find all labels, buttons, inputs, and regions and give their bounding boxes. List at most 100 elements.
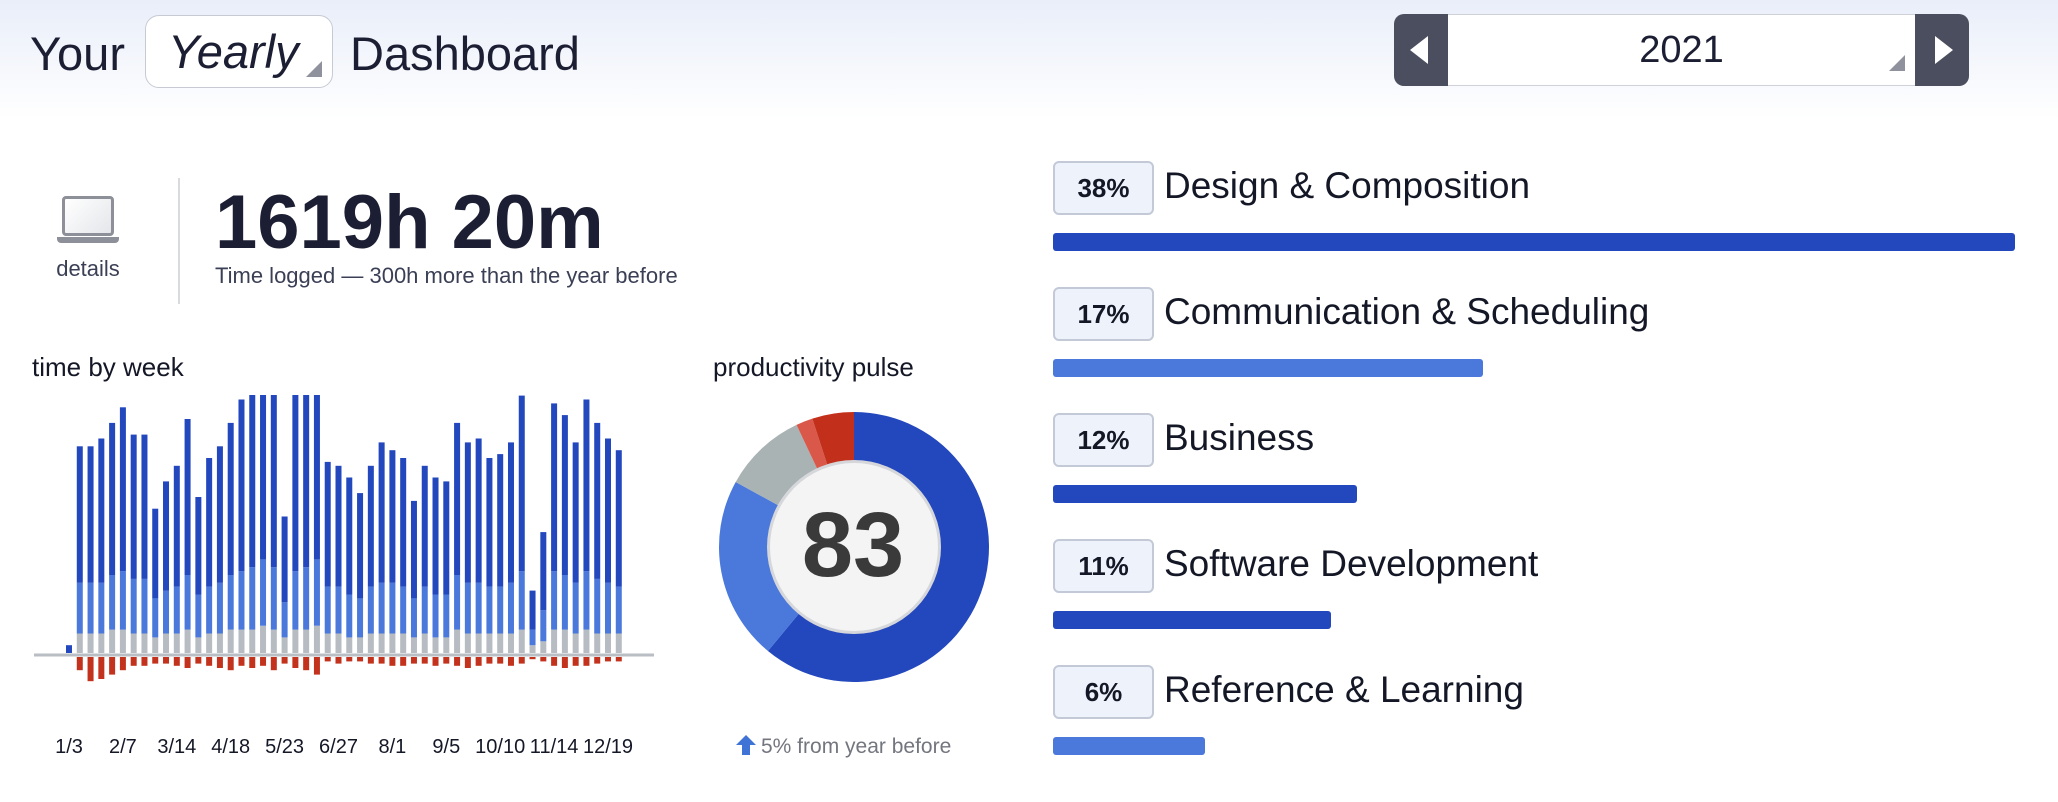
bar-segment-very-productive — [281, 516, 288, 603]
category-name: Reference & Learning — [1164, 669, 1524, 710]
bar-segment-productive — [594, 578, 601, 634]
bar-segment-distracting — [400, 657, 407, 666]
bar-segment-distracting — [335, 657, 342, 664]
bar-segment-neutral — [292, 629, 299, 653]
bar-segment-distracting — [432, 657, 439, 666]
bar-segment-very-productive — [335, 465, 342, 587]
category-row[interactable]: 6% Reference & Learning — [1053, 665, 2015, 775]
category-row[interactable]: 38% Design & Composition — [1053, 161, 2015, 271]
bar-segment-distracting — [378, 657, 385, 664]
week-tick-label: 6/27 — [319, 736, 358, 758]
year-navigator: 2021 — [1394, 14, 1969, 86]
bar-segment-productive — [292, 571, 299, 630]
bar-segment-neutral — [109, 629, 116, 653]
bar-segment-distracting — [497, 657, 504, 664]
previous-year-button[interactable] — [1394, 14, 1448, 86]
bar-segment-distracting — [76, 657, 83, 671]
bar-segment-productive — [583, 571, 590, 630]
bar-segment-neutral — [605, 633, 611, 653]
bar-segment-distracting — [367, 657, 374, 664]
bar-segment-productive — [367, 586, 374, 634]
bar-segment-distracting — [464, 657, 471, 668]
bar-segment-neutral — [367, 633, 374, 653]
bar-segment-neutral — [173, 633, 180, 653]
bar-segment-very-productive — [540, 532, 547, 611]
bar-segment-distracting — [260, 657, 267, 666]
bar-segment-very-productive — [464, 442, 471, 583]
bar-segment-distracting — [141, 657, 148, 666]
bar-segment-productive — [551, 571, 558, 630]
bar-segment-productive — [324, 586, 331, 634]
category-row[interactable]: 12% Business — [1053, 413, 2015, 523]
bar-segment-productive — [119, 571, 126, 630]
pulse-title: productivity pulse — [713, 352, 914, 382]
bar-segment-neutral — [335, 633, 342, 653]
bar-segment-very-productive — [313, 395, 320, 560]
bar-segment-distracting — [583, 657, 590, 666]
bar-segment-very-productive — [346, 477, 353, 595]
bar-segment-productive — [421, 586, 428, 634]
bar-segment-very-productive — [421, 465, 428, 587]
year-select[interactable]: 2021 — [1448, 14, 1915, 86]
bar-segment-productive — [98, 582, 105, 634]
bar-segment-very-productive — [292, 395, 299, 572]
next-year-button[interactable] — [1915, 14, 1969, 86]
week-tick-label: 2/7 — [108, 736, 137, 758]
week-tick-label: 8/1 — [378, 736, 407, 758]
bar-segment-distracting — [313, 657, 320, 675]
total-time: 1619h 20m — [215, 180, 604, 265]
bar-segment-distracting — [507, 657, 514, 666]
bar-segment-productive — [540, 610, 547, 642]
bar-segment-distracting — [184, 657, 191, 668]
details-link[interactable]: details — [40, 196, 136, 282]
arrow-up-icon — [736, 735, 756, 755]
bar-segment-productive — [109, 575, 116, 630]
bar-segment-very-productive — [195, 497, 202, 595]
bar-segment-distracting — [324, 657, 331, 662]
bar-segment-very-productive — [400, 458, 407, 587]
bar-segment-productive — [184, 575, 191, 630]
dropdown-corner-icon — [306, 61, 322, 77]
year-select-value: 2021 — [1639, 29, 1724, 71]
bar-segment-productive — [507, 582, 514, 634]
bar-segment-distracting — [561, 657, 568, 668]
bar-segment-neutral — [206, 633, 213, 653]
bar-segment-productive — [195, 594, 202, 638]
bar-segment-very-productive — [87, 446, 94, 583]
bar-segment-very-productive — [561, 415, 568, 575]
title-suffix: Dashboard — [350, 27, 580, 80]
bar-segment-very-productive — [66, 645, 72, 653]
bar-segment-neutral — [507, 633, 514, 653]
bar-segment-distracting — [572, 657, 579, 666]
category-row[interactable]: 17% Communication & Scheduling — [1053, 287, 2015, 397]
bar-segment-very-productive — [238, 399, 245, 572]
week-chart — [34, 395, 654, 682]
bar-segment-very-productive — [475, 438, 482, 583]
bar-segment-neutral — [303, 629, 310, 653]
bar-segment-very-productive — [367, 465, 374, 587]
bar-segment-productive — [605, 582, 611, 634]
divider — [178, 178, 180, 304]
bar-segment-neutral — [260, 625, 267, 653]
bar-segment-neutral — [464, 633, 471, 653]
bar-segment-very-productive — [206, 458, 213, 587]
bar-segment-distracting — [357, 657, 364, 662]
category-percent: 11% — [1053, 539, 1154, 593]
bar-segment-neutral — [324, 633, 331, 653]
bar-segment-very-productive — [605, 438, 611, 583]
week-tick-label: 10/10 — [475, 736, 526, 758]
bar-segment-very-productive — [529, 590, 536, 630]
category-row[interactable]: 11% Software Development — [1053, 539, 2015, 649]
bar-segment-distracting — [486, 657, 493, 664]
pulse-donut — [719, 412, 989, 682]
category-percent: 12% — [1053, 413, 1154, 467]
bar-segment-neutral — [497, 633, 504, 653]
bar-segment-productive — [486, 586, 493, 634]
bar-segment-neutral — [98, 633, 105, 653]
period-select[interactable]: Yearly — [145, 15, 333, 88]
category-percent: 38% — [1053, 161, 1154, 215]
category-bar-track — [1053, 737, 2015, 755]
bar-segment-very-productive — [551, 403, 558, 572]
bar-segment-very-productive — [378, 442, 385, 583]
bar-segment-distracting — [249, 657, 256, 668]
